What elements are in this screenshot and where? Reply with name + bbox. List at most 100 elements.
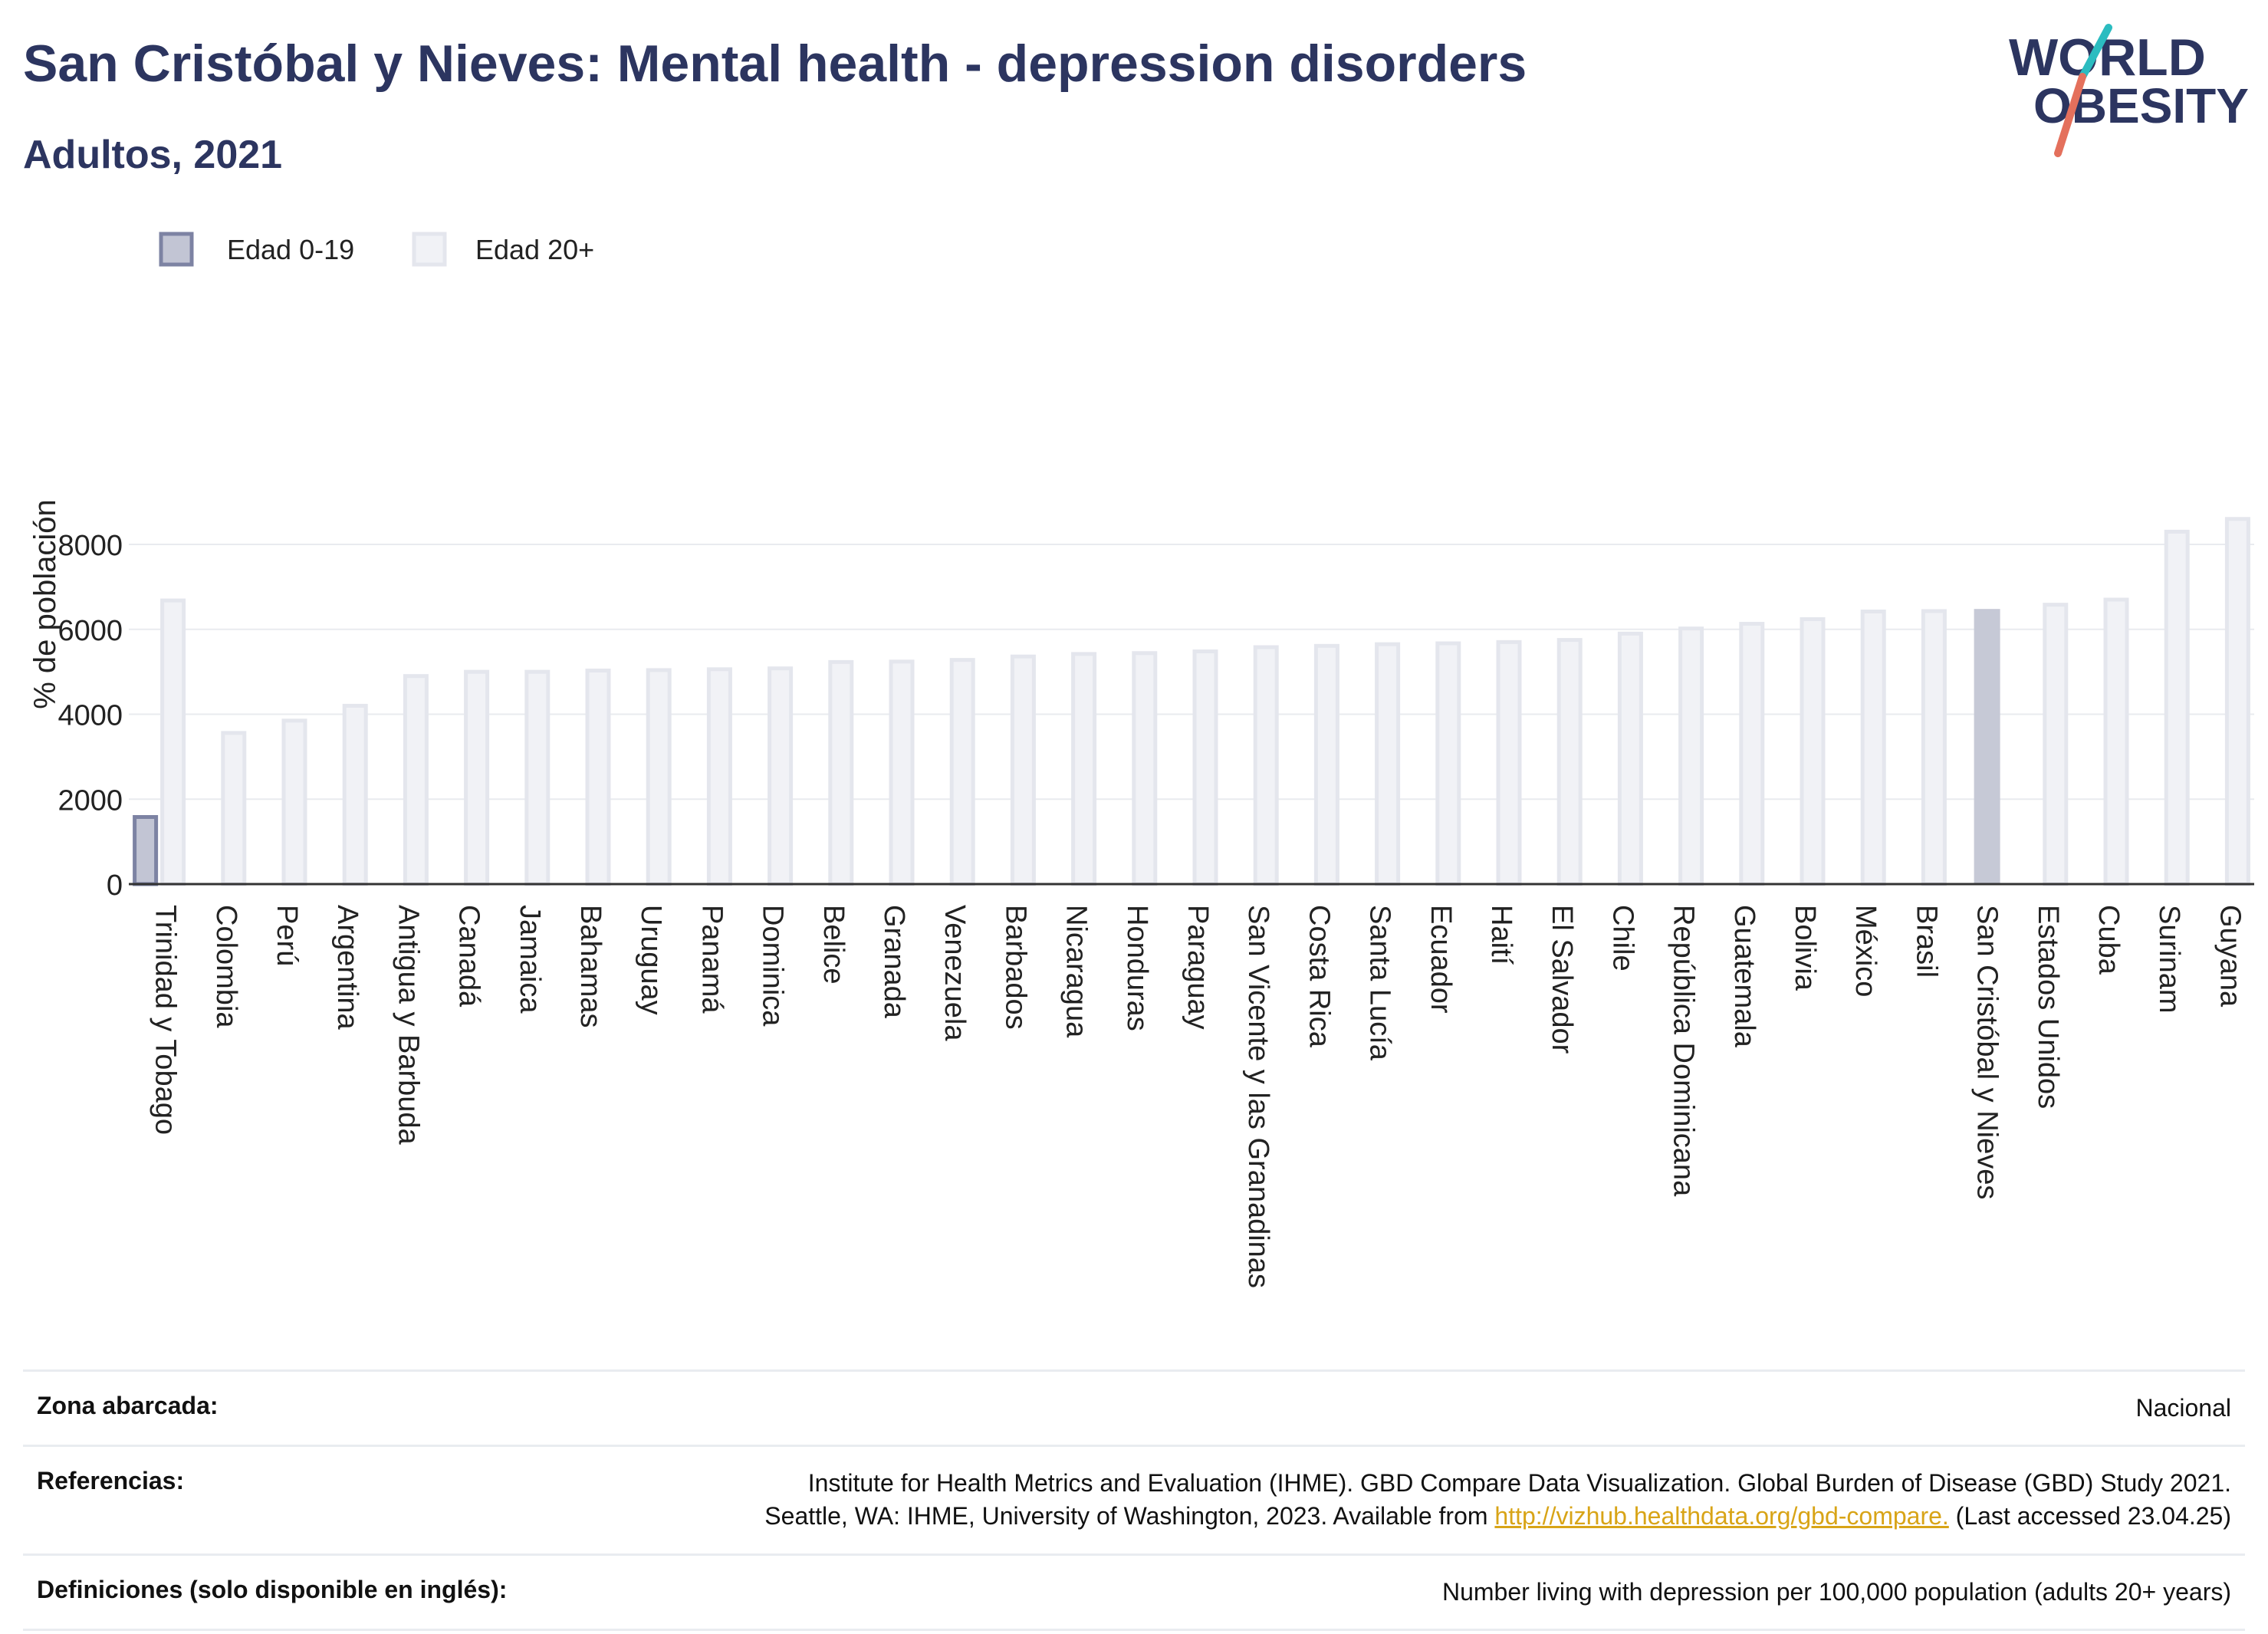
bar-20-mexico: [1860, 609, 1886, 886]
y-tick-label-8000: 8000: [58, 530, 123, 562]
x-tick-label-peru: Perú: [271, 905, 303, 966]
x-tick-label-belice: Belice: [817, 905, 850, 985]
chart-subtitle: Adultos, 2021: [23, 133, 283, 177]
x-tick-label-guyana: Guyana: [2214, 905, 2246, 1008]
bar-chart: Edad 0-19 Edad 20+ 0 2000 4000 6000 8000 Tri…: [28, 232, 2254, 1288]
bar-20-nicaragua: [1071, 652, 1097, 886]
references-line-2: Seattle, WA: IHME, University of Washing…: [647, 1500, 2231, 1533]
x-tick-label-estados-unidos: Estados Unidos: [2032, 905, 2064, 1109]
bar-20-panama: [706, 667, 732, 886]
x-tick-label-honduras: Honduras: [1121, 905, 1153, 1031]
chart-legend: Edad 0-19 Edad 20+: [159, 232, 594, 267]
bar-20-san-vicente-y-las-granadinas: [1253, 645, 1279, 886]
bar-20-estados-unidos: [2043, 603, 2069, 886]
bar-20-canada: [464, 669, 490, 886]
bar-20-antigua-y-barbuda: [403, 674, 429, 886]
x-tick-label-venezuela: Venezuela: [938, 905, 971, 1041]
x-tick-label-dominica: Dominica: [757, 905, 789, 1027]
x-tick-label-trinidad-y-tobago: Trinidad y Tobago: [150, 905, 182, 1135]
references-label: Referencias:: [37, 1467, 185, 1495]
bar-20-ecuador: [1435, 641, 1461, 886]
bar-20-haiti: [1496, 639, 1522, 886]
bar-20-belice: [828, 659, 854, 886]
x-tick-label-uruguay: Uruguay: [635, 905, 667, 1015]
x-tick-label-republica-dominicana: República Dominicana: [1668, 905, 1700, 1197]
bar-20-honduras: [1132, 651, 1158, 886]
definitions-value: Number living with depression per 100,00…: [1441, 1577, 2231, 1606]
x-tick-label-santa-lucia: Santa Lucía: [1364, 905, 1396, 1061]
references-line-2-text: Seattle, WA: IHME, University of Washing…: [764, 1502, 1495, 1530]
x-tick-label-san-cristobal-y-nieves: San Cristóbal y Nieves: [1971, 905, 2003, 1199]
bar-20-uruguay: [646, 668, 672, 886]
x-tick-label-mexico: México: [1849, 905, 1882, 997]
logo-slash-bottom: [2054, 73, 2086, 157]
definitions-row: Definiciones (solo disponible en inglés)…: [23, 1554, 2245, 1630]
x-tick-label-haiti: Haití: [1485, 905, 1517, 965]
bar-20-trinidad-y-tobago: [160, 598, 186, 886]
bar-20-guyana: [2224, 517, 2250, 886]
bar-20-barbados: [1010, 654, 1036, 886]
bar-20-bahamas: [585, 668, 611, 886]
x-tick-label-barbados: Barbados: [999, 905, 1031, 1030]
bar-20-peru: [281, 718, 307, 886]
bar-0-19-trinidad-y-tobago: [133, 815, 159, 886]
coverage-label: Zona abarcada:: [37, 1392, 219, 1419]
logo-slash-top: [2079, 24, 2112, 81]
bar-20-chile: [1617, 631, 1643, 886]
x-tick-label-paraguay: Paraguay: [1182, 905, 1214, 1030]
bar-20-jamaica: [524, 669, 551, 886]
x-tick-label-jamaica: Jamaica: [514, 905, 546, 1014]
bar-20-costa-rica: [1313, 643, 1339, 886]
bar-20-el-salvador: [1556, 638, 1583, 886]
bar-20-brasil: [1921, 609, 1947, 886]
references-accessed: (Last accessed 23.04.25): [1948, 1502, 2231, 1530]
legend-swatch-0-19: [159, 232, 194, 267]
y-tick-label-4000: 4000: [58, 700, 123, 732]
bar-20-surinam: [2164, 529, 2190, 886]
bar-20-granada: [889, 659, 915, 886]
bar-20-republica-dominicana: [1678, 626, 1704, 886]
references-line-1: Institute for Health Metrics and Evaluat…: [807, 1469, 2231, 1498]
x-tick-label-granada: Granada: [878, 905, 910, 1019]
bar-20-argentina: [342, 703, 368, 886]
x-tick-label-argentina: Argentina: [331, 905, 363, 1031]
bar-20-bolivia: [1800, 616, 1826, 886]
logo-text-world: WORLD: [2009, 28, 2206, 87]
bar-20-paraguay: [1192, 649, 1218, 886]
bar-20-cuba: [2103, 597, 2129, 886]
bar-20-guatemala: [1739, 622, 1765, 886]
x-tick-label-surinam: Surinam: [2153, 905, 2185, 1014]
x-tick-label-canada: Canadá: [453, 905, 485, 1008]
info-table: Zona abarcada: Nacional Referencias: Ins…: [23, 1369, 2245, 1631]
y-tick-label-0: 0: [107, 870, 123, 902]
references-row: Referencias: Institute for Health Metric…: [23, 1445, 2245, 1554]
x-tick-label-brasil: Brasil: [1910, 905, 1942, 978]
bar-20-san-cristobal-y-nieves: [1974, 609, 2000, 884]
chart-title: San Cristóbal y Nieves: Mental health - …: [23, 35, 1527, 93]
x-tick-label-ecuador: Ecuador: [1425, 905, 1457, 1014]
references-value: Institute for Health Metrics and Evaluat…: [633, 1446, 2245, 1554]
x-tick-label-bolivia: Bolivia: [1789, 905, 1821, 991]
coverage-row: Zona abarcada: Nacional: [23, 1370, 2245, 1446]
y-axis-label: % de población: [28, 499, 62, 709]
x-tick-label-san-vicente-y-las-granadinas: San Vicente y las Granadinas: [1242, 905, 1274, 1288]
bar-20-dominica: [768, 666, 794, 886]
y-tick-label-6000: 6000: [58, 615, 123, 647]
x-tick-label-nicaragua: Nicaragua: [1060, 905, 1093, 1038]
coverage-value: Nacional: [2135, 1394, 2231, 1422]
bar-20-santa-lucia: [1375, 642, 1401, 886]
x-tick-label-el-salvador: El Salvador: [1546, 905, 1578, 1054]
bar-20-venezuela: [949, 658, 975, 886]
bar-20-colombia: [221, 731, 247, 886]
x-tick-label-panama: Panamá: [695, 905, 728, 1014]
world-obesity-logo: WORLD OBESITY: [2009, 24, 2249, 157]
x-tick-label-guatemala: Guatemala: [1728, 905, 1760, 1048]
legend-label-20: Edad 20+: [475, 234, 594, 265]
x-tick-label-antigua-y-barbuda: Antigua y Barbuda: [392, 905, 424, 1146]
legend-swatch-20: [412, 232, 447, 267]
legend-label-0-19: Edad 0-19: [227, 234, 354, 265]
references-link[interactable]: http://vizhub.healthdata.org/gbd-compare…: [1494, 1502, 1949, 1530]
x-tick-label-cuba: Cuba: [2092, 905, 2125, 975]
x-tick-label-chile: Chile: [1606, 905, 1639, 972]
y-tick-label-2000: 2000: [58, 784, 123, 817]
